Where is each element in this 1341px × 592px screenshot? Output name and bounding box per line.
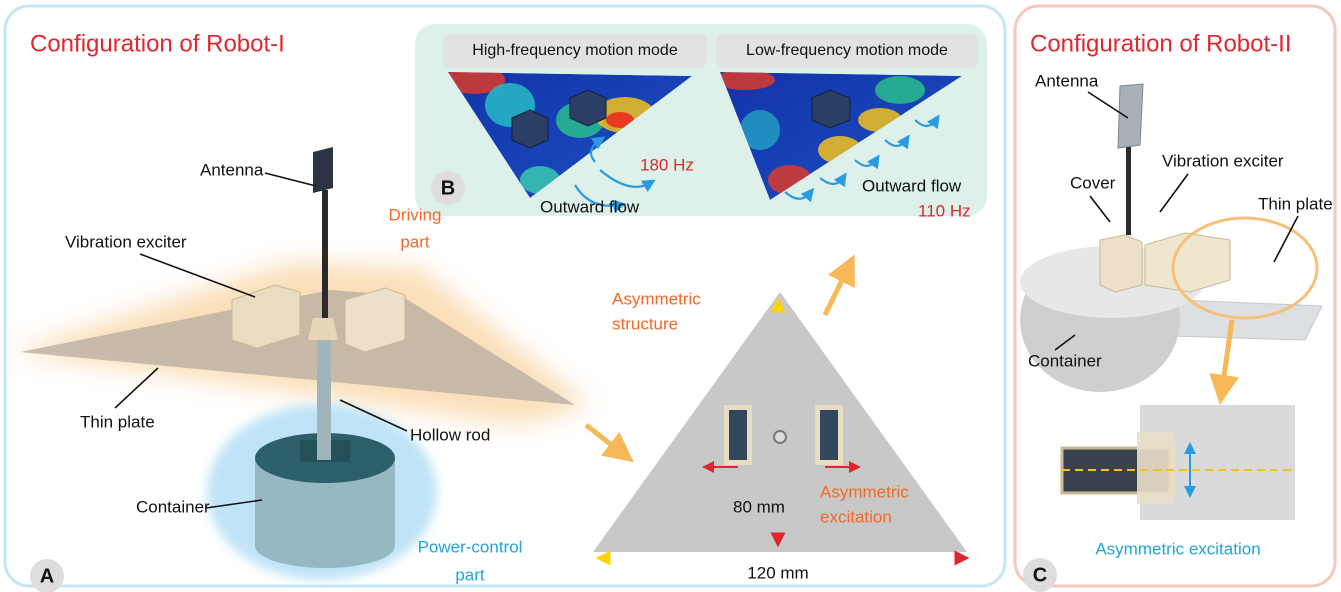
frequency-label: 180 Hz [640, 155, 694, 174]
panel-title: Configuration of Robot-II [1030, 30, 1291, 57]
annotation: Hollow rod [410, 425, 490, 444]
exciter-model [812, 90, 850, 128]
panel-label: C [1033, 564, 1047, 586]
panel-title: Configuration of Robot-I [30, 30, 285, 57]
robot-1-drawing [308, 318, 338, 340]
annotation: Outward flow [862, 176, 962, 195]
annotation: Cover [1070, 173, 1116, 192]
robot-2-drawing [1020, 84, 1322, 520]
leader-lines [140, 254, 255, 297]
robot-1-drawing [345, 288, 405, 352]
robot-2-drawing [1100, 235, 1142, 292]
annotation: Asymmetric [820, 482, 909, 501]
annotation: Antenna [1035, 71, 1099, 90]
annotation: Vibration exciter [1162, 151, 1284, 170]
annotation: part [455, 565, 485, 584]
panel-label: A [40, 565, 54, 587]
annotation: Asymmetric [612, 289, 701, 308]
robot-2-drawing [1137, 432, 1175, 504]
robot-1-drawing [255, 524, 395, 568]
heat-map [875, 76, 925, 104]
robot-1-drawing [317, 330, 331, 460]
robot-2-drawing [1172, 300, 1322, 340]
exciter-model [512, 110, 548, 148]
robot-2-drawing [1118, 84, 1143, 148]
mode-title: High-frequency motion mode [472, 42, 678, 59]
top-view [774, 431, 786, 443]
robot-2-drawing [1145, 233, 1230, 292]
annotation: Driving [389, 205, 442, 224]
annotation: Thin plate [1258, 194, 1333, 213]
robot-2-drawing [1126, 145, 1131, 235]
robot-1-drawing [313, 147, 333, 193]
robot-1-drawing [322, 190, 328, 330]
annotation: structure [612, 314, 678, 333]
annotation: Container [1028, 351, 1102, 370]
annotation: Antenna [200, 160, 264, 179]
mode-title: Low-frequency motion mode [746, 42, 948, 59]
annotation: Thin plate [80, 412, 155, 431]
frequency-label: 110 Hz [918, 201, 971, 220]
annotation: excitation [820, 507, 892, 526]
dimension-arrow [825, 268, 848, 315]
dimension-label: 120 mm [747, 563, 808, 582]
dimension-label: 80 mm [733, 497, 785, 516]
figure: Configuration of Robot-I Antenna Vibrati… [0, 0, 1341, 592]
exciter-model [570, 90, 606, 126]
annotation: Asymmetric excitation [1095, 539, 1260, 558]
annotation: Power-control [418, 537, 523, 556]
leader-lines [115, 368, 158, 408]
top-view [729, 410, 747, 460]
leader-lines [1090, 196, 1110, 222]
annotation: Container [136, 497, 210, 516]
top-view [820, 410, 838, 460]
panel-label: B [441, 177, 455, 199]
dimension-arrow [586, 425, 622, 453]
leader-lines [1160, 174, 1188, 212]
annotation: Vibration exciter [65, 232, 187, 251]
annotation: part [400, 232, 430, 251]
annotation: Outward flow [540, 197, 640, 216]
leader-lines [265, 173, 316, 186]
